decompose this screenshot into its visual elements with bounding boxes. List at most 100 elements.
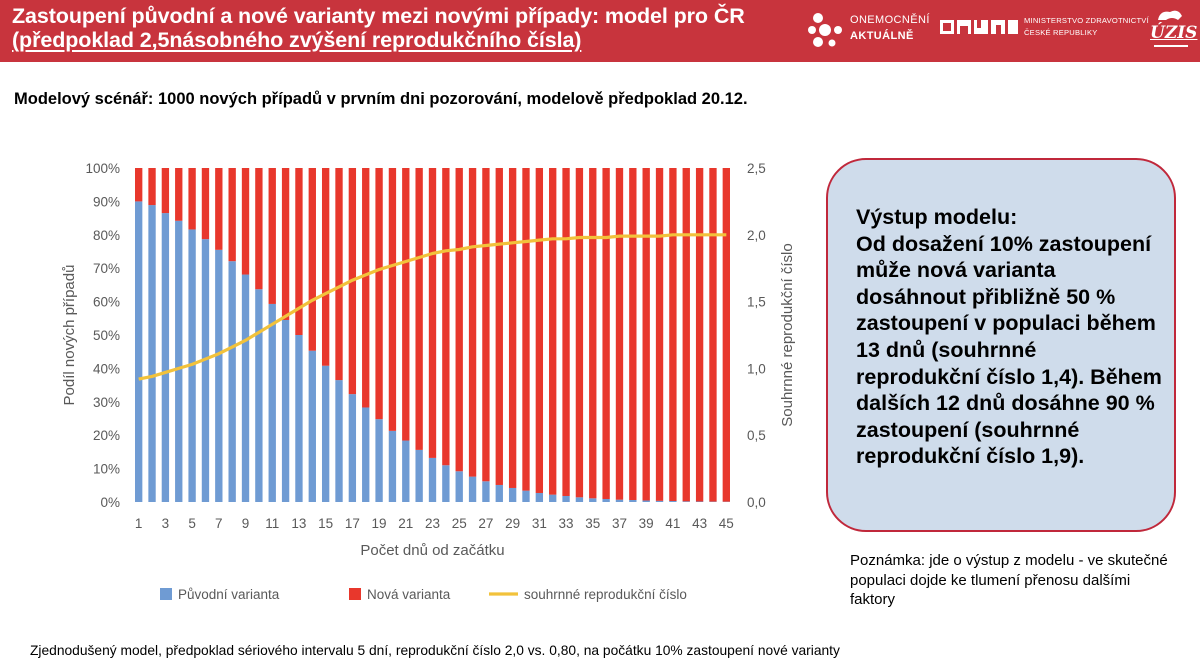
bar-nova-day-27 bbox=[482, 168, 490, 482]
bar-nova-day-33 bbox=[562, 168, 570, 496]
bar-puvodni-day-25 bbox=[455, 471, 463, 502]
bar-nova-day-42 bbox=[682, 168, 690, 502]
bar-puvodni-day-40 bbox=[655, 500, 664, 502]
bar-puvodni-day-11 bbox=[268, 303, 276, 502]
onemocneni-aktualne-logo: ONEMOCNĚNÍ AKTUÁLNĚ bbox=[806, 10, 936, 50]
bar-puvodni-day-16 bbox=[335, 380, 343, 502]
page-title-line2-text: (předpoklad 2,5násobného zvýšení reprodu… bbox=[12, 28, 582, 52]
y-right-tick-label: 2,5 bbox=[747, 161, 766, 176]
bar-puvodni-day-29 bbox=[508, 487, 517, 502]
y-tick-label: 60% bbox=[93, 295, 120, 310]
bar-puvodni-day-42 bbox=[682, 501, 690, 502]
y-tick-label: 90% bbox=[93, 194, 120, 209]
bar-puvodni-day-12 bbox=[281, 319, 290, 502]
bar-puvodni-day-43 bbox=[695, 501, 704, 502]
ministry-logo: MINISTERSTVO ZDRAVOTNICTVÍ ČESKÉ REPUBLI… bbox=[940, 14, 1149, 44]
bar-nova-day-19 bbox=[375, 168, 383, 420]
bar-puvodni-day-35 bbox=[589, 498, 597, 502]
y-right-axis-title: Souhrnné reprodukční číslo bbox=[779, 243, 796, 426]
x-tick-label: 29 bbox=[505, 516, 520, 531]
x-tick-label: 33 bbox=[559, 516, 574, 531]
x-tick-label: 25 bbox=[452, 516, 467, 531]
bar-nova-day-29 bbox=[508, 168, 517, 488]
y-tick-label: 20% bbox=[93, 428, 120, 443]
y-tick-label: 10% bbox=[93, 462, 120, 477]
bar-nova-day-15 bbox=[321, 168, 330, 366]
uzis-logo: ÚZIS bbox=[1148, 6, 1197, 54]
bar-nova-day-45 bbox=[722, 168, 730, 502]
bar-puvodni-day-18 bbox=[362, 407, 370, 502]
bar-puvodni-day-28 bbox=[495, 484, 503, 502]
x-tick-label: 35 bbox=[585, 516, 600, 531]
x-tick-label: 23 bbox=[425, 516, 440, 531]
bar-nova-day-4 bbox=[175, 168, 183, 221]
bar-nova-day-25 bbox=[455, 168, 463, 472]
bar-nova-day-21 bbox=[402, 168, 410, 441]
bar-puvodni-day-37 bbox=[615, 499, 624, 502]
bar-nova-day-11 bbox=[268, 168, 276, 304]
bar-nova-day-2 bbox=[148, 168, 156, 206]
x-tick-label: 5 bbox=[188, 516, 196, 531]
model-footnote: Zjednodušený model, předpoklad sériového… bbox=[30, 643, 840, 658]
y-tick-label: 0% bbox=[100, 495, 120, 510]
bar-nova-day-28 bbox=[495, 168, 503, 485]
scenario-subtitle: Modelový scénář: 1000 nových případů v p… bbox=[14, 90, 748, 108]
bar-nova-day-31 bbox=[535, 168, 544, 493]
bar-nova-day-18 bbox=[362, 168, 370, 408]
legend-label-reprodukcni: souhrnné reprodukční číslo bbox=[524, 587, 687, 602]
bar-puvodni-day-6 bbox=[201, 239, 210, 502]
bar-nova-day-39 bbox=[642, 168, 650, 501]
x-tick-label: 31 bbox=[532, 516, 547, 531]
bar-nova-day-41 bbox=[669, 168, 677, 501]
header-band: Zastoupení původní a nové varianty mezi … bbox=[0, 0, 1200, 62]
logo-oa-line1: ONEMOCNĚNÍ bbox=[850, 14, 930, 26]
bar-nova-day-12 bbox=[281, 168, 290, 320]
bar-nova-day-43 bbox=[695, 168, 704, 502]
x-tick-label: 11 bbox=[265, 516, 279, 531]
x-tick-label: 3 bbox=[162, 516, 170, 531]
bar-puvodni-day-17 bbox=[348, 394, 357, 502]
bar-nova-day-24 bbox=[442, 168, 450, 466]
bar-nova-day-44 bbox=[709, 168, 717, 502]
logo-oa-line2: AKTUÁLNĚ bbox=[850, 30, 914, 42]
bar-nova-day-13 bbox=[295, 168, 303, 335]
y-axis-title: Podíl nových případů bbox=[61, 265, 78, 406]
ministry-emblem-icon bbox=[940, 20, 1018, 34]
x-tick-label: 19 bbox=[372, 516, 387, 531]
bar-puvodni-day-2 bbox=[148, 205, 156, 502]
bar-nova-day-34 bbox=[575, 168, 584, 498]
bar-nova-day-6 bbox=[201, 168, 210, 240]
x-tick-label: 43 bbox=[692, 516, 707, 531]
bar-nova-day-14 bbox=[308, 168, 316, 351]
uzis-emblem-icon bbox=[1154, 10, 1188, 47]
bar-puvodni-day-13 bbox=[295, 335, 303, 502]
legend-label-nova: Nová varianta bbox=[367, 587, 451, 602]
bar-puvodni-day-9 bbox=[241, 274, 250, 502]
bar-puvodni-day-1 bbox=[135, 201, 143, 502]
bar-puvodni-day-7 bbox=[215, 249, 223, 502]
bar-nova-day-8 bbox=[228, 168, 236, 262]
bar-nova-day-26 bbox=[468, 168, 477, 477]
y-right-tick-label: 0,5 bbox=[747, 428, 766, 443]
logo-mz-line2: ČESKÉ REPUBLIKY bbox=[1024, 28, 1098, 37]
y-tick-label: 80% bbox=[93, 228, 120, 243]
bar-nova-day-1 bbox=[135, 168, 143, 202]
bar-nova-day-40 bbox=[655, 168, 664, 501]
bar-puvodni-day-14 bbox=[308, 350, 316, 502]
x-tick-label: 7 bbox=[215, 516, 223, 531]
bar-puvodni-day-21 bbox=[402, 440, 410, 502]
model-note: Poznámka: jde o výstup z modelu - ve sku… bbox=[850, 552, 1168, 608]
model-output-box: Výstup modelu: Od dosažení 10% zastoupen… bbox=[826, 158, 1176, 532]
bar-nova-day-35 bbox=[589, 168, 597, 499]
y-tick-label: 40% bbox=[93, 361, 120, 376]
y-right-tick-label: 1,5 bbox=[747, 295, 766, 310]
x-tick-label: 13 bbox=[291, 516, 306, 531]
bar-puvodni-day-8 bbox=[228, 261, 236, 502]
page-title-line2: (předpoklad 2,5násobného zvýšení reprodu… bbox=[12, 28, 581, 53]
logo-mz-line1: MINISTERSTVO ZDRAVOTNICTVÍ bbox=[1024, 16, 1149, 25]
bar-nova-day-3 bbox=[161, 168, 170, 214]
bar-nova-day-30 bbox=[522, 168, 530, 491]
bar-puvodni-day-41 bbox=[669, 500, 677, 502]
bar-puvodni-day-10 bbox=[255, 289, 263, 502]
bar-puvodni-day-3 bbox=[161, 213, 170, 502]
